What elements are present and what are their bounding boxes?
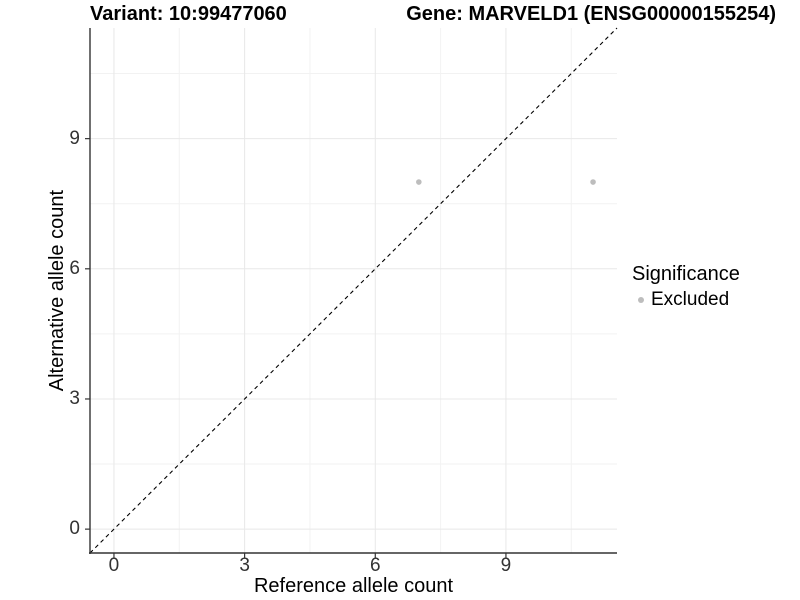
y-tick-label: 0: [69, 518, 80, 540]
y-tick-label: 6: [69, 257, 80, 279]
legend-title: Significance: [632, 263, 740, 285]
plot-title-gene: Gene: MARVELD1 (ENSG00000155254): [406, 3, 776, 25]
legend: Significance Excluded: [632, 262, 740, 311]
y-tick-label: 9: [69, 127, 80, 149]
data-point: [416, 179, 422, 185]
y-axis-title-text: Alternative allele count: [45, 189, 68, 392]
x-tick-label: 9: [500, 555, 512, 576]
x-tick-label: 0: [108, 555, 120, 576]
y-tick-label: 3: [69, 388, 80, 410]
x-tick-label: 6: [369, 555, 381, 576]
x-tick-label: 3: [239, 555, 250, 576]
data-point: [590, 179, 596, 185]
x-axis-title: Reference allele count: [253, 575, 453, 597]
plot-title-variant: Variant: 10:99477060: [90, 3, 287, 25]
legend-dot-icon: [637, 297, 644, 303]
legend-label: Excluded: [651, 289, 730, 310]
identity-dashed-line: [89, 27, 618, 554]
legend-key: [632, 292, 649, 309]
legend-item-excluded: Excluded: [632, 289, 740, 311]
y-axis-title: Alternative allele count: [46, 28, 68, 553]
